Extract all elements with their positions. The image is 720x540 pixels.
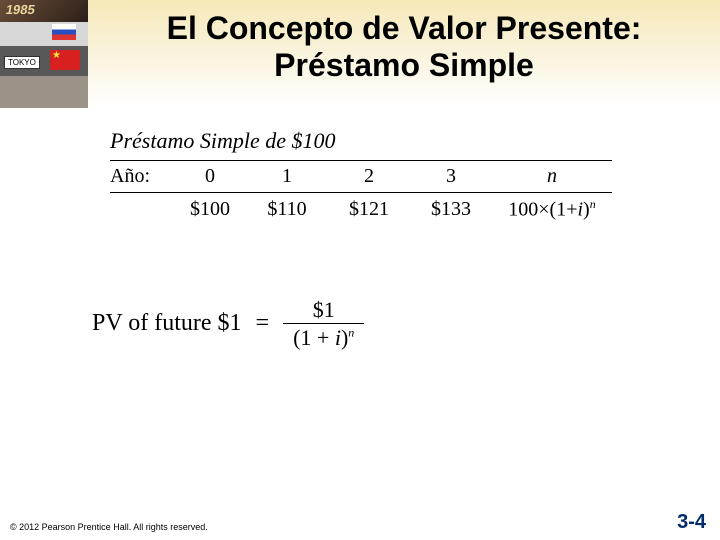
flag-icon	[52, 24, 76, 40]
table-header-row: Año: 0 1 2 3 n	[110, 161, 612, 193]
banner-year-text: 1985	[5, 2, 37, 17]
figure-title: Préstamo Simple de $100	[110, 128, 630, 154]
fraction-numerator: $1	[303, 298, 345, 323]
fraction-denominator: (1 + i)n	[283, 323, 364, 349]
value-cell: $110	[246, 193, 328, 226]
flag-icon	[50, 50, 80, 70]
formula-sup: n	[590, 197, 596, 211]
copyright-text: © 2012 Pearson Prentice Hall. All rights…	[10, 522, 208, 532]
year-cell: 0	[174, 161, 246, 193]
fraction: $1 (1 + i)n	[283, 298, 364, 349]
year-label: Año:	[110, 161, 174, 193]
year-cell-n: n	[492, 161, 612, 193]
page-number: 3-4	[677, 511, 706, 534]
slide-title: El Concepto de Valor Presente: Préstamo …	[96, 10, 712, 106]
slide-body: Préstamo Simple de $100 Año: 0 1 2 3 n $…	[0, 128, 720, 349]
den-sup: n	[348, 325, 354, 339]
table-values-row: $100 $110 $121 $133 100×(1+i)n	[110, 193, 612, 226]
formula-base: 100×(1+	[508, 199, 577, 221]
loan-table: Año: 0 1 2 3 n $100 $110 $121 $133 100×(…	[110, 160, 612, 226]
value-cell: $100	[174, 193, 246, 226]
equals-sign: =	[256, 310, 270, 337]
year-cell: 1	[246, 161, 328, 193]
slide-footer: © 2012 Pearson Prentice Hall. All rights…	[0, 510, 720, 540]
year-cell: 3	[410, 161, 492, 193]
empty-cell	[110, 193, 174, 226]
formula-lhs: PV of future $1	[92, 310, 242, 337]
year-cell: 2	[328, 161, 410, 193]
pv-formula: PV of future $1 = $1 (1 + i)n	[92, 298, 720, 349]
slide: { "header": { "title_line1": "El Concept…	[0, 0, 720, 540]
title-line-2: Préstamo Simple	[274, 47, 534, 84]
den-left: (1 +	[293, 325, 335, 350]
value-cell: $133	[410, 193, 492, 226]
tokyo-label: TOKYO	[4, 56, 40, 69]
formula-after: )	[583, 199, 590, 221]
value-cell: $121	[328, 193, 410, 226]
slide-header: 1985 TOKYO El Concepto de Valor Presente…	[0, 0, 720, 108]
title-line-1: El Concepto de Valor Presente:	[167, 10, 642, 47]
header-decorative-image: 1985 TOKYO	[0, 0, 88, 108]
banner-strip	[0, 76, 88, 108]
loan-figure: Préstamo Simple de $100 Año: 0 1 2 3 n $…	[110, 128, 630, 226]
value-cell-formula: 100×(1+i)n	[492, 193, 612, 226]
